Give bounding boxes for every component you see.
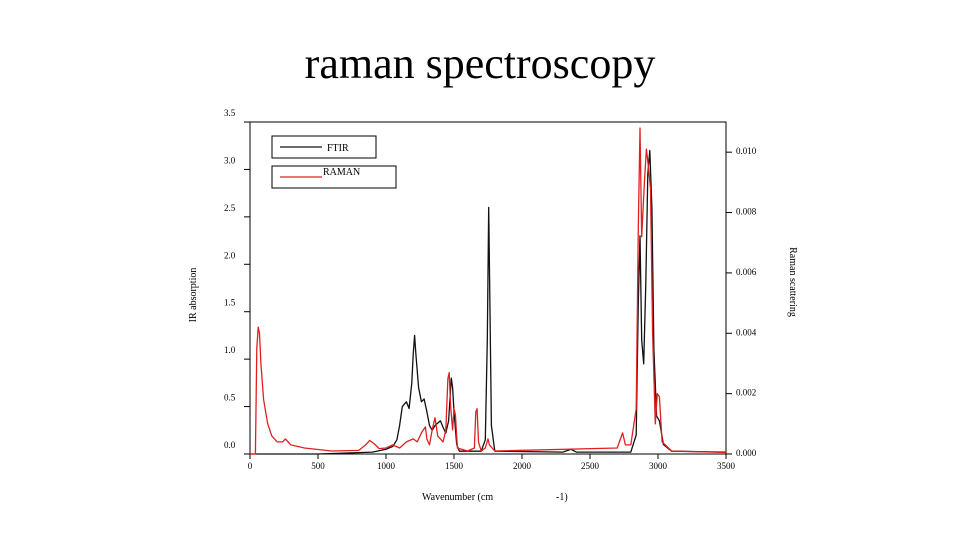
x-tick-label: 2000 xyxy=(513,461,532,471)
x-tick-label: 500 xyxy=(311,461,325,471)
x-axis-ticks: 0 500 1000 1500 2000 2500 3000 3500 xyxy=(248,454,736,471)
x-tick-label: 2500 xyxy=(581,461,600,471)
y-right-axis-title: Raman scattering xyxy=(787,247,798,317)
y-right-tick-label: 0.002 xyxy=(736,388,756,398)
x-tick-label: 0 xyxy=(248,461,253,471)
series-lines xyxy=(250,127,727,455)
legend-label-raman: RAMAN xyxy=(323,167,360,178)
x-axis-title: Wavenumber (cm xyxy=(422,492,493,503)
y-left-tick-label: 3.5 xyxy=(224,108,236,118)
y-left-axis-title: IR absorption xyxy=(188,268,199,323)
y-left-tick-label: 1.5 xyxy=(224,298,236,308)
legend: FTIR RAMAN xyxy=(271,135,397,189)
legend-box-ftir xyxy=(271,135,377,159)
y-right-tick-label: 0.008 xyxy=(736,207,757,217)
y-left-tick-label: 3.0 xyxy=(224,155,236,165)
x-tick-label: 3500 xyxy=(717,461,736,471)
x-tick-label: 3000 xyxy=(649,461,668,471)
plot-frame xyxy=(249,121,727,455)
y-left-tick-label: 1.0 xyxy=(224,345,236,355)
x-tick-label: 1500 xyxy=(445,461,464,471)
y-left-axis-ticks: 0.0 0.5 1.0 1.5 2.0 2.5 3.0 3.5 xyxy=(224,108,250,455)
y-left-tick-label: 2.0 xyxy=(224,250,236,260)
y-left-tick-label: 2.5 xyxy=(224,203,236,213)
legend-box-raman xyxy=(271,165,397,189)
series-line-ftir xyxy=(250,149,727,455)
y-right-tick-label: 0.000 xyxy=(736,448,757,458)
series-line-raman xyxy=(250,127,727,455)
y-right-tick-label: 0.006 xyxy=(736,267,757,277)
slide-title: raman spectroscopy xyxy=(304,39,656,88)
legend-label-ftir: FTIR xyxy=(327,143,349,154)
y-left-tick-label: 0.5 xyxy=(224,393,236,403)
y-right-tick-label: 0.004 xyxy=(736,327,757,337)
y-right-axis-ticks: 0.000 0.002 0.004 0.006 0.008 0.010 xyxy=(726,146,757,458)
y-right-tick-label: 0.010 xyxy=(736,146,757,156)
x-axis-title-suffix: -1) xyxy=(556,492,568,503)
y-left-tick-label: 0.0 xyxy=(224,440,236,450)
x-tick-label: 1000 xyxy=(377,461,396,471)
